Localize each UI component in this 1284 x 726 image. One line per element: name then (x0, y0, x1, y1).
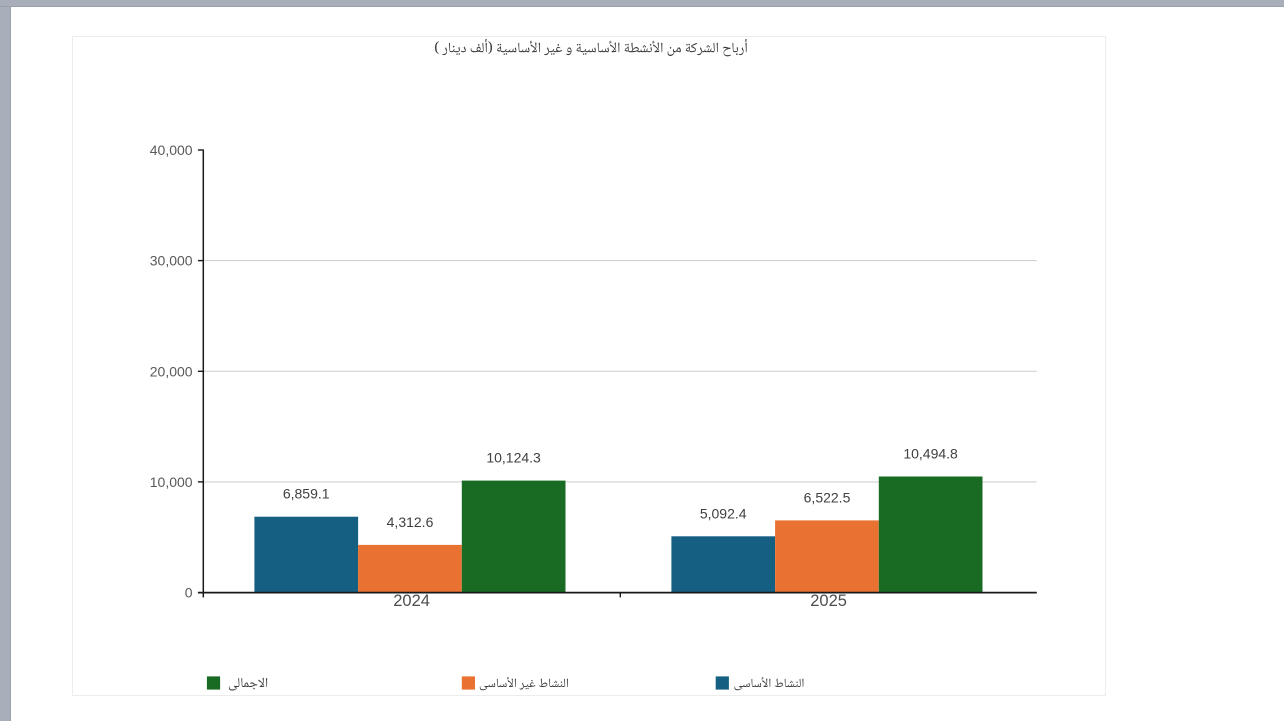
svg-text:4,312.6: 4,312.6 (387, 514, 434, 530)
svg-text:30,000: 30,000 (150, 253, 193, 269)
svg-text:2025: 2025 (810, 592, 847, 610)
svg-text:20,000: 20,000 (150, 363, 193, 379)
svg-text:6,859.1: 6,859.1 (283, 486, 330, 502)
svg-text:40,000: 40,000 (150, 142, 193, 158)
svg-text:2024: 2024 (393, 592, 430, 610)
svg-text:10,124.3: 10,124.3 (486, 450, 541, 466)
svg-text:0: 0 (185, 585, 193, 601)
svg-text:6,522.5: 6,522.5 (804, 489, 851, 505)
svg-text:10,000: 10,000 (150, 474, 193, 490)
svg-text:5,092.4: 5,092.4 (700, 505, 747, 521)
svg-text:10,494.8: 10,494.8 (903, 446, 958, 462)
